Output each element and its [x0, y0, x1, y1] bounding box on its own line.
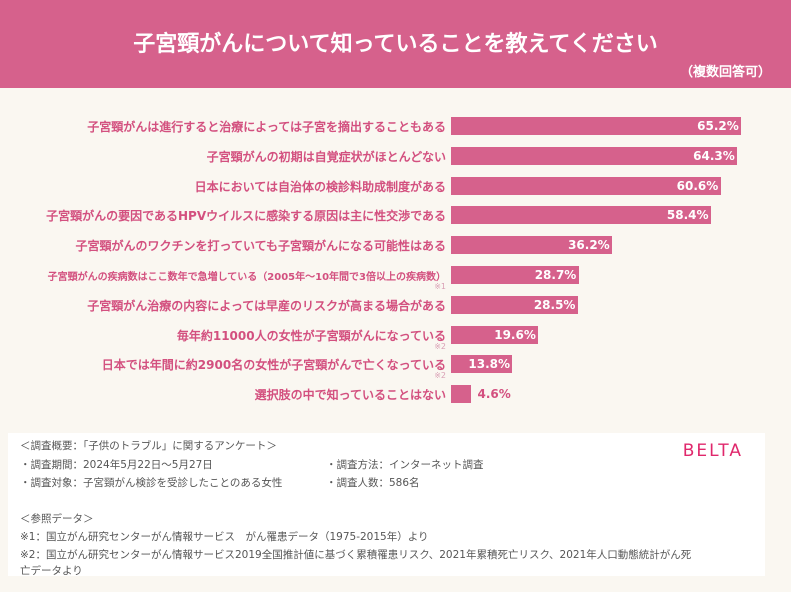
footer-line: ・調査対象：子宮頸がん検診を受診したことのある女性 — [20, 477, 283, 489]
footer-line: ＜参照データ＞ — [20, 513, 94, 525]
value-label: 58.4% — [666, 208, 709, 223]
category-label: 毎年約11000人の女性が子宮頸がんになっている — [176, 328, 446, 343]
footer-line: 亡データより — [20, 565, 83, 577]
footnote-mark: ※2 — [434, 341, 446, 351]
bar — [451, 146, 738, 165]
category-label: 日本では年間に約2900名の女性が子宮頸がんで亡くなっている — [101, 358, 446, 373]
footer-line: ・調査方法：インターネット調査 — [326, 459, 484, 471]
category-label: 選択肢の中で知っていることはない — [254, 388, 446, 403]
footer-line: ※1：国立がん研究センターがん情報サービス がん罹患データ（1975-2015年… — [20, 531, 429, 543]
subtitle: （複数回答可） — [679, 65, 771, 80]
bar — [451, 176, 721, 195]
value-label: 60.6% — [676, 178, 719, 193]
footer-line: ・調査期間：2024年5月22日～5月27日 — [20, 459, 213, 471]
bar — [451, 117, 742, 135]
value-label: 65.2% — [697, 119, 739, 133]
value-label: 28.7% — [534, 268, 577, 282]
bar — [451, 206, 711, 225]
bar-chart: 子宮頸がんは進行すると治療によっては子宮を摘出することもある 65.2% 子宮頸がん… — [0, 108, 791, 408]
footer-line: ＜調査概要：「子供のトラブル」に関するアンケート＞ — [20, 440, 277, 452]
value-label: 36.2% — [568, 238, 610, 253]
category-label: 子宮頸がんの要因であるHPVウイルスに感染する原因は主に性交渉である — [46, 209, 446, 224]
category-label: 日本においては自治体の検診料助成制度がある — [194, 179, 446, 194]
footnote-mark: ※1 — [434, 282, 446, 291]
footer-line: ・調査人数：586名 — [326, 477, 420, 489]
value-label: 28.5% — [533, 297, 576, 312]
footnote-mark: ※2 — [434, 371, 446, 381]
page-title: 子宮頸がんについて知っていることを教えてください — [133, 32, 658, 57]
value-label: 64.3% — [693, 148, 735, 163]
bar — [451, 325, 539, 344]
value-label: 19.6% — [494, 327, 536, 342]
bar — [451, 295, 578, 314]
bar — [451, 385, 472, 404]
value-label: 13.8% — [468, 357, 511, 372]
bar — [451, 236, 613, 255]
bar — [451, 355, 513, 374]
category-label: 子宮頸がんの疾病数はここ数年で急増している（2005年～10年間で3倍以上の疾病… — [47, 272, 446, 283]
header: 子宮頸がんについて知っていることを教えてください （複数回答可） — [0, 0, 791, 88]
value-label: 4.6% — [477, 387, 511, 402]
belta-logo: BELTA — [682, 441, 743, 461]
category-label: 子宮頸がんは進行すると治療によっては子宮を摘出することもある — [87, 120, 446, 134]
category-label: 子宮頸がん治療の内容によっては早産のリスクが高まる場合がある — [87, 298, 446, 313]
survey-info: ＜調査概要：「子供のトラブル」に関するアンケート＞ ・調査期間：2024年5月2… — [8, 433, 765, 577]
category-label: 子宮頸がんの初期は自覚症状がほとんどない — [206, 149, 446, 164]
bar — [451, 266, 579, 284]
category-label: 子宮頸がんのワクチンを打っていても子宮頸がんになる可能性はある — [75, 239, 446, 254]
footer-line: ※2：国立がん研究センターがん情報サービス2019全国推計値に基づく累積罹患リス… — [20, 549, 692, 561]
